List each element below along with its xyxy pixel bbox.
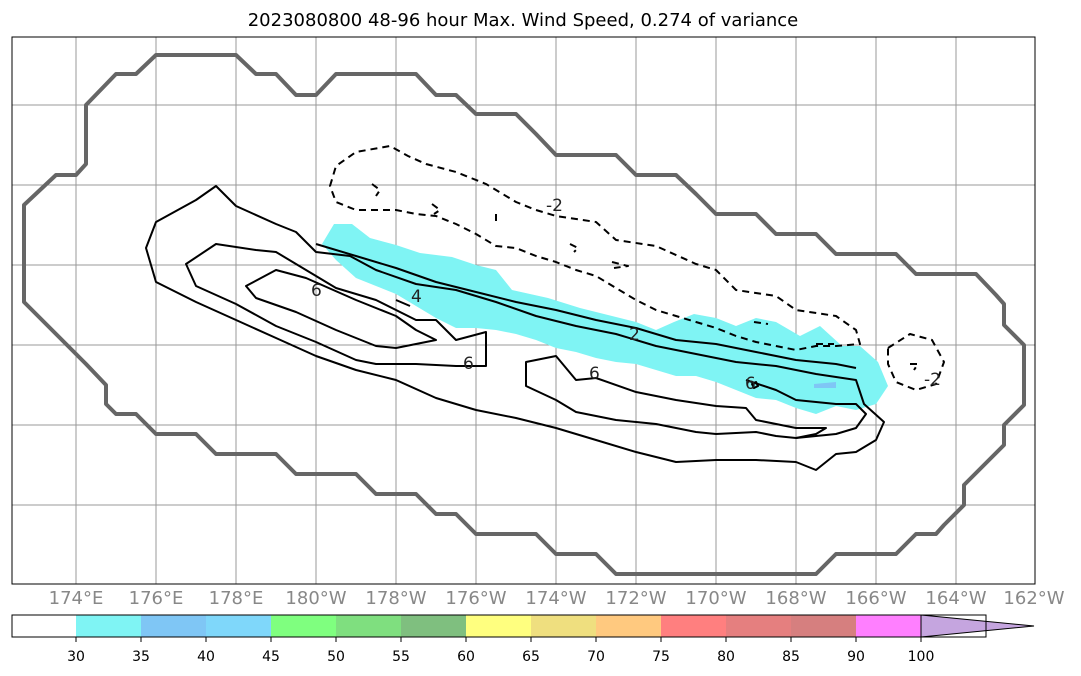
contour-6-small bbox=[745, 379, 867, 439]
colorbar-tick-label: 75 bbox=[652, 649, 670, 665]
colorbar-tick-label: 40 bbox=[197, 649, 215, 665]
longitude-label: 180°W bbox=[285, 588, 346, 609]
contours-positive bbox=[145, 185, 885, 471]
longitude-label: 164°W bbox=[925, 588, 986, 609]
shaded-wind-spot bbox=[814, 382, 836, 388]
graticule bbox=[12, 37, 1035, 584]
contour-label: 6 bbox=[311, 281, 322, 301]
colorbar-tick-label: 80 bbox=[717, 649, 735, 665]
colorbar-tick-label: 45 bbox=[262, 649, 280, 665]
contour-4 bbox=[395, 299, 411, 307]
contour-label: 6 bbox=[589, 364, 600, 384]
colorbar: 30 35 40 45 50 55 60 65 70 75 80 85 90 100 bbox=[11, 614, 1035, 665]
colorbar-tick-label: 90 bbox=[847, 649, 865, 665]
longitude-label: 176°W bbox=[445, 588, 506, 609]
map-title: 2023080800 48-96 hour Max. Wind Speed, 0… bbox=[248, 10, 799, 31]
colorbar-tick-label: 55 bbox=[392, 649, 410, 665]
colorbar-tick-label: 35 bbox=[132, 649, 150, 665]
contour-label: -2 bbox=[924, 370, 941, 390]
longitude-label: 178°E bbox=[209, 588, 264, 609]
longitude-label: 166°W bbox=[845, 588, 906, 609]
contour-neg2-small bbox=[753, 321, 769, 325]
contour-outer bbox=[145, 185, 885, 471]
shaded-wind-region bbox=[322, 224, 888, 414]
colorbar-tick-label: 70 bbox=[587, 649, 605, 665]
colorbar-swatch bbox=[531, 615, 596, 637]
colorbar-swatches bbox=[12, 615, 921, 637]
contour-neg2-small bbox=[611, 261, 629, 269]
contour-6-loop bbox=[751, 381, 759, 389]
contours-negative bbox=[329, 145, 945, 391]
contour-neg2 bbox=[329, 145, 861, 351]
colorbar-swatch bbox=[271, 615, 336, 637]
contour-label: -2 bbox=[546, 196, 563, 216]
colorbar-swatch bbox=[76, 615, 141, 637]
contour-neg2-east bbox=[887, 333, 945, 391]
contour-neg2-small bbox=[569, 243, 579, 253]
colorbar-tick-label: 65 bbox=[522, 649, 540, 665]
contour-neg2-small bbox=[431, 203, 441, 215]
colorbar-tick-label: 50 bbox=[327, 649, 345, 665]
colorbar-swatch bbox=[466, 615, 531, 637]
map-panel: 6 4 6 2 6 6 -2 -2 bbox=[11, 36, 1036, 585]
colorbar-tick-label: 85 bbox=[782, 649, 800, 665]
longitude-label: 176°E bbox=[129, 588, 184, 609]
colorbar-swatch bbox=[791, 615, 856, 637]
contour-2 bbox=[315, 243, 857, 369]
contour-label: 6 bbox=[463, 354, 474, 374]
contour-label: 2 bbox=[629, 325, 640, 345]
contour-6-inner bbox=[245, 269, 437, 349]
longitude-label: 174°W bbox=[525, 588, 586, 609]
colorbar-extend-arrow bbox=[920, 614, 1035, 638]
colorbar-swatch bbox=[12, 615, 76, 637]
colorbar-swatch bbox=[661, 615, 726, 637]
colorbar-swatch bbox=[141, 615, 206, 637]
colorbar-swatch bbox=[401, 615, 466, 637]
colorbar-swatch bbox=[596, 615, 661, 637]
longitude-label: 170°W bbox=[685, 588, 746, 609]
contour-6-east bbox=[525, 355, 827, 439]
longitude-axis: 174°E 176°E 178°E 180°W 178°W 176°W 174°… bbox=[49, 588, 1065, 609]
longitude-label: 172°W bbox=[605, 588, 666, 609]
colorbar-swatch bbox=[336, 615, 401, 637]
colorbar-tick-label: 60 bbox=[457, 649, 475, 665]
contour-label-group: 6 4 6 2 6 6 -2 -2 bbox=[311, 196, 941, 394]
map-border bbox=[11, 36, 1036, 585]
contour-neg2-small bbox=[371, 183, 381, 197]
colorbar-tick-label: 30 bbox=[67, 649, 85, 665]
colorbar-tick-label: 100 bbox=[908, 649, 935, 665]
colorbar-swatch bbox=[206, 615, 271, 637]
colorbar-ticks: 30 35 40 45 50 55 60 65 70 75 80 85 90 100 bbox=[67, 637, 934, 665]
colorbar-border bbox=[11, 614, 987, 638]
contour-label: 4 bbox=[411, 287, 422, 307]
colorbar-swatch bbox=[856, 615, 921, 637]
contour-neg2-east-small bbox=[910, 363, 919, 371]
contour-label: 6 bbox=[745, 374, 756, 394]
contour-6 bbox=[185, 243, 487, 367]
longitude-label: 168°W bbox=[765, 588, 826, 609]
longitude-label: 178°W bbox=[365, 588, 426, 609]
longitude-label: 174°E bbox=[49, 588, 104, 609]
region-outline bbox=[22, 53, 1026, 576]
colorbar-swatch bbox=[726, 615, 791, 637]
longitude-label: 162°W bbox=[1003, 588, 1064, 609]
